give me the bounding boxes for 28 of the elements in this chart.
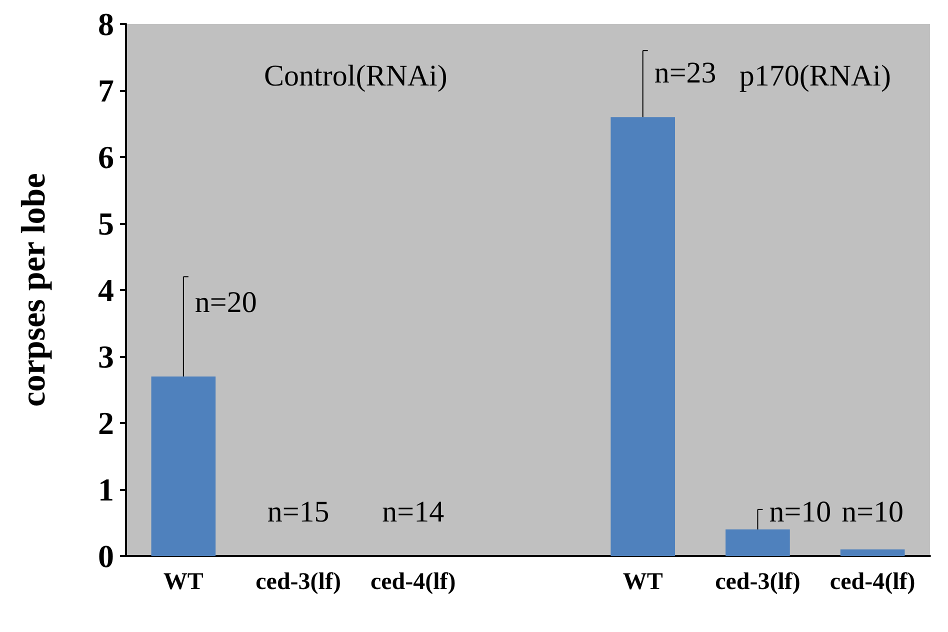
- bar: [151, 376, 216, 556]
- bar: [610, 117, 676, 556]
- x-tick-label: ced-3(lf): [715, 569, 800, 595]
- x-tick-label: ced-4(lf): [370, 569, 456, 595]
- bar: [726, 529, 790, 556]
- y-tick-label: 4: [98, 272, 114, 308]
- bar: [840, 549, 905, 556]
- y-tick-label: 2: [98, 405, 114, 441]
- y-tick-label: 6: [98, 139, 114, 175]
- x-tick-label: WT: [622, 569, 663, 595]
- annotation: n=23: [654, 56, 716, 90]
- annotation: n=14: [382, 495, 444, 528]
- annotation: n=15: [267, 495, 330, 528]
- x-tick-label: ced-3(lf): [256, 569, 341, 595]
- y-tick-label: 5: [98, 206, 114, 242]
- x-tick-label: ced-4(lf): [830, 569, 916, 595]
- annotation: n=20: [194, 286, 257, 319]
- y-tick-label: 3: [98, 338, 114, 374]
- annotation: Control(RNAi): [264, 60, 448, 93]
- x-tick-label: WT: [163, 569, 204, 595]
- y-axis-title: corpses per lobe: [16, 173, 52, 407]
- annotation: n=10: [769, 495, 832, 528]
- y-tick-label: 1: [98, 472, 114, 508]
- annotation: p170(RNAi): [739, 60, 891, 93]
- y-tick-label: 8: [98, 6, 114, 42]
- annotation: n=10: [842, 495, 904, 528]
- y-tick-label: 0: [98, 538, 114, 574]
- y-tick-label: 7: [98, 72, 114, 108]
